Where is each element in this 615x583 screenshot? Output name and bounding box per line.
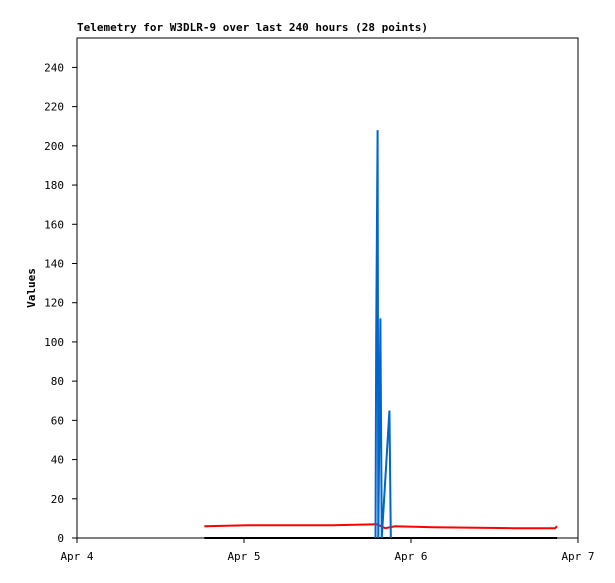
y-tick-label: 20 (51, 493, 64, 506)
x-tick-label: Apr 4 (60, 550, 93, 563)
y-axis-label: Values (25, 268, 38, 308)
y-tick-label: 120 (44, 297, 64, 310)
chart-title: Telemetry for W3DLR-9 over last 240 hour… (77, 21, 428, 34)
y-tick-label: 240 (44, 61, 64, 74)
y-tick-label: 140 (44, 257, 64, 270)
y-tick-label: 160 (44, 218, 64, 231)
y-tick-label: 220 (44, 101, 64, 114)
y-tick-label: 180 (44, 179, 64, 192)
series-line (374, 130, 392, 539)
y-tick-label: 80 (51, 375, 64, 388)
x-tick-label: Apr 5 (227, 550, 260, 563)
x-tick-label: Apr 7 (561, 550, 594, 563)
x-tick-label: Apr 6 (394, 550, 427, 563)
plot-frame (76, 37, 579, 539)
y-tick-label: 60 (51, 414, 64, 427)
y-tick-label: 0 (57, 532, 64, 545)
y-tick-label: 200 (44, 140, 64, 153)
y-tick-label: 100 (44, 336, 64, 349)
y-tick-label: 40 (51, 454, 64, 467)
